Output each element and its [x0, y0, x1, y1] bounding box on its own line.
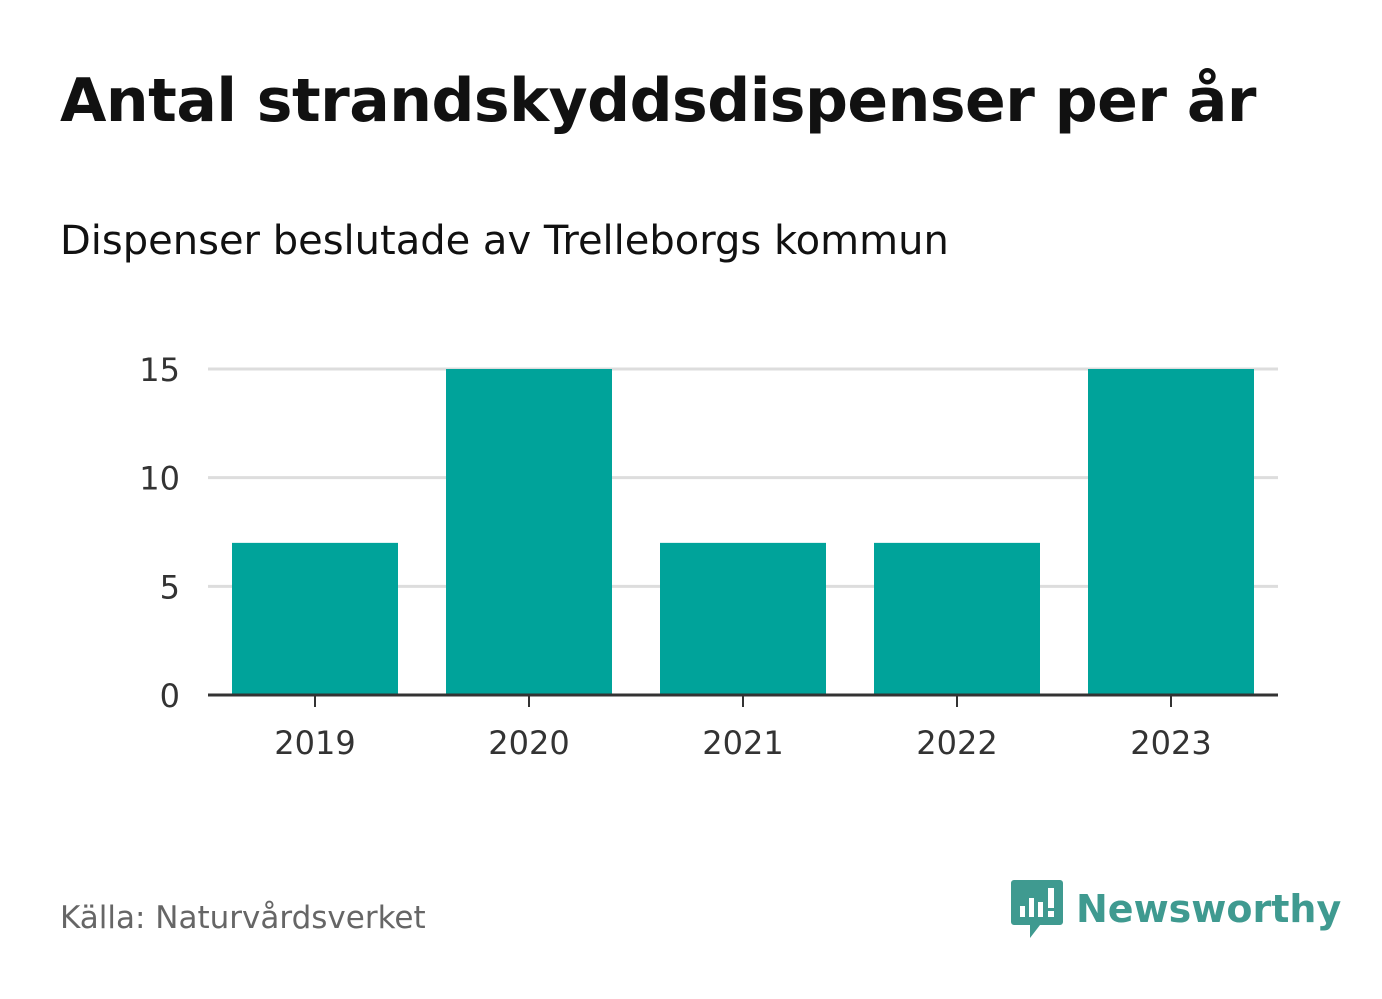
axis-layer: 0 5 10 15 2019 2020 2021 2022 2023 — [139, 351, 1278, 762]
brand-logo: Newsworthy — [1010, 878, 1341, 940]
bar-2022 — [874, 542, 1040, 695]
bar-2020 — [446, 369, 612, 695]
x-tick-label: 2022 — [916, 724, 997, 762]
y-tick-label: 0 — [160, 677, 180, 715]
y-tick-label: 10 — [139, 460, 180, 498]
y-tick-label: 5 — [160, 568, 180, 606]
x-tick-label: 2019 — [274, 724, 355, 762]
source-note: Källa: Naturvårdsverket — [60, 900, 426, 936]
chart-subtitle: Dispenser beslutade av Trelleborgs kommu… — [60, 218, 949, 264]
brand-name: Newsworthy — [1076, 887, 1342, 931]
x-tick-label: 2021 — [702, 724, 783, 762]
bar-2019 — [232, 542, 398, 695]
x-tick-label: 2023 — [1130, 724, 1211, 762]
chart-title: Antal strandskyddsdispenser per år — [60, 66, 1256, 136]
newsworthy-logo-icon — [1011, 880, 1063, 938]
bar-2023 — [1088, 369, 1254, 695]
x-tick-label: 2020 — [488, 724, 569, 762]
bars-layer — [232, 369, 1254, 695]
bar-2021 — [660, 542, 826, 695]
y-tick-label: 15 — [139, 351, 180, 389]
